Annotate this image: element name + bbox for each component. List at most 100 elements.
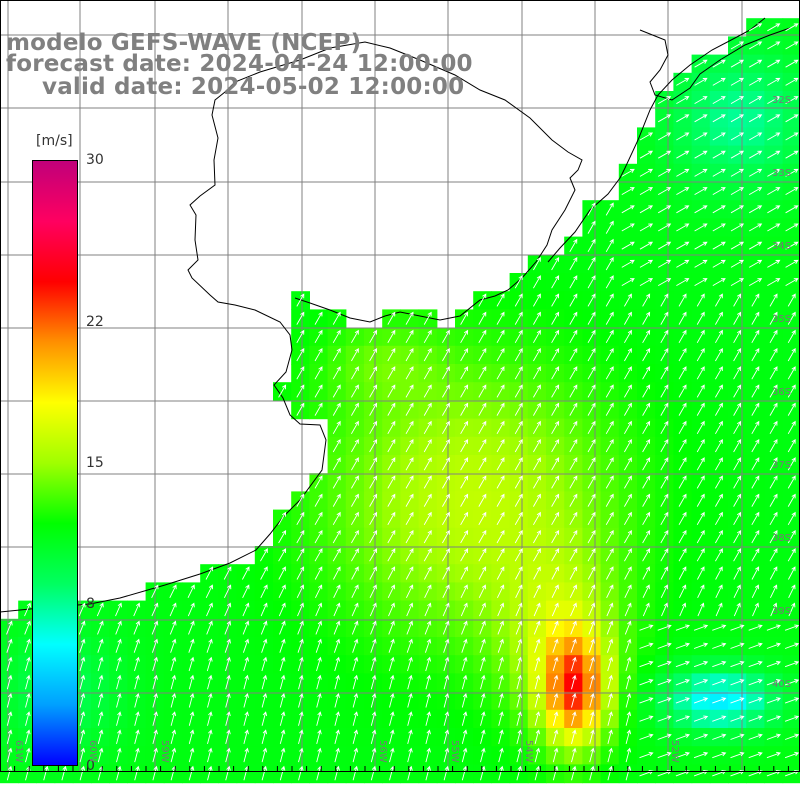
wave-arrow — [188, 765, 195, 781]
wave-arrow — [316, 729, 322, 745]
wave-arrow — [587, 548, 596, 562]
wave-arrow — [624, 511, 632, 526]
wave-arrow — [748, 96, 763, 104]
wave-arrow — [748, 624, 763, 631]
wave-arrow — [657, 660, 672, 668]
wave-arrow — [624, 475, 632, 489]
wave-arrow — [205, 566, 214, 580]
wave-arrow — [425, 747, 431, 763]
wave-arrow — [170, 711, 177, 726]
wave-arrow — [169, 602, 177, 617]
wave-arrow — [370, 656, 377, 672]
wave-arrow — [25, 692, 31, 708]
wave-arrow — [333, 584, 341, 598]
wave-arrow — [624, 620, 632, 635]
wave-arrow — [678, 584, 687, 598]
wave-arrow — [516, 674, 522, 690]
wave-arrow — [442, 420, 450, 435]
wave-arrow — [478, 293, 487, 307]
wave-arrow — [478, 420, 487, 435]
wave-arrow — [788, 566, 796, 580]
wave-arrow — [225, 729, 231, 745]
wave-arrow — [498, 747, 504, 763]
wave-arrow — [461, 711, 468, 726]
wave-arrow — [496, 293, 505, 307]
wave-arrow — [621, 205, 635, 214]
wave-arrow — [588, 638, 595, 653]
wave-arrow — [424, 620, 432, 635]
latitude-label: 37S — [772, 460, 792, 471]
wave-arrow — [657, 96, 672, 104]
wave-arrow — [442, 511, 450, 526]
wave-arrow — [715, 475, 723, 489]
wave-arrow — [751, 566, 760, 580]
wave-arrow — [298, 692, 304, 708]
wave-arrow — [479, 602, 486, 617]
wave-arrow — [715, 311, 723, 325]
wave-arrow — [712, 751, 727, 759]
wave-arrow — [315, 620, 323, 635]
wave-arrow — [624, 347, 632, 362]
latitude-label: 40S — [772, 679, 792, 690]
wave-arrow — [478, 548, 487, 562]
wave-arrow — [316, 747, 322, 763]
wave-arrow — [657, 679, 672, 686]
wave-arrow — [443, 711, 450, 726]
wave-arrow — [332, 420, 341, 435]
wave-arrow — [639, 278, 654, 286]
wave-arrow — [152, 692, 158, 708]
wave-arrow — [116, 674, 122, 690]
wave-arrow — [478, 511, 487, 526]
wave-arrow — [551, 493, 560, 507]
wave-arrow — [748, 187, 763, 195]
wave-arrow — [188, 620, 195, 635]
wave-arrow — [296, 529, 305, 544]
wave-arrow — [552, 747, 559, 763]
wave-arrow — [261, 656, 268, 672]
wave-arrow — [423, 511, 432, 526]
wave-arrow — [170, 692, 177, 708]
wave-arrow — [605, 475, 614, 489]
wave-arrow — [514, 529, 523, 544]
wave-arrow — [278, 529, 287, 544]
wave-arrow — [642, 438, 651, 453]
wave-arrow — [480, 674, 486, 690]
wave-arrow — [589, 729, 595, 745]
wave-arrow — [730, 96, 745, 104]
wave-arrow — [694, 132, 708, 141]
wave-arrow — [569, 584, 578, 598]
wave-arrow — [316, 656, 322, 672]
wave-arrow — [715, 566, 723, 580]
wave-arrow — [769, 548, 778, 562]
coastline — [0, 17, 766, 613]
wave-arrow — [423, 438, 432, 453]
wave-arrow — [242, 602, 250, 617]
wave-arrow — [712, 642, 727, 649]
wave-arrow — [624, 402, 632, 416]
wave-arrow — [784, 733, 800, 740]
wave-arrow — [696, 347, 705, 362]
wave-arrow — [694, 278, 708, 286]
wave-arrow — [443, 638, 450, 653]
wave-arrow — [766, 715, 781, 722]
wave-arrow — [43, 765, 49, 781]
wave-arrow — [639, 205, 654, 214]
wave-arrow — [533, 566, 541, 580]
wave-arrow — [769, 384, 778, 398]
wave-arrow — [589, 747, 595, 763]
wave-arrow — [351, 584, 359, 598]
wave-arrow — [769, 493, 778, 507]
wave-arrow — [769, 420, 778, 435]
wave-arrow — [260, 620, 268, 635]
wave-arrow — [369, 438, 378, 453]
wave-arrow — [332, 475, 341, 489]
wave-arrow — [769, 457, 778, 471]
wave-arrow — [298, 729, 304, 745]
wave-arrow — [639, 751, 654, 759]
wave-arrow — [551, 311, 560, 325]
wave-arrow — [243, 674, 249, 690]
wave-arrow — [675, 751, 690, 759]
wave-arrow — [657, 205, 672, 214]
wave-arrow — [151, 584, 159, 598]
wave-arrow — [693, 733, 709, 740]
